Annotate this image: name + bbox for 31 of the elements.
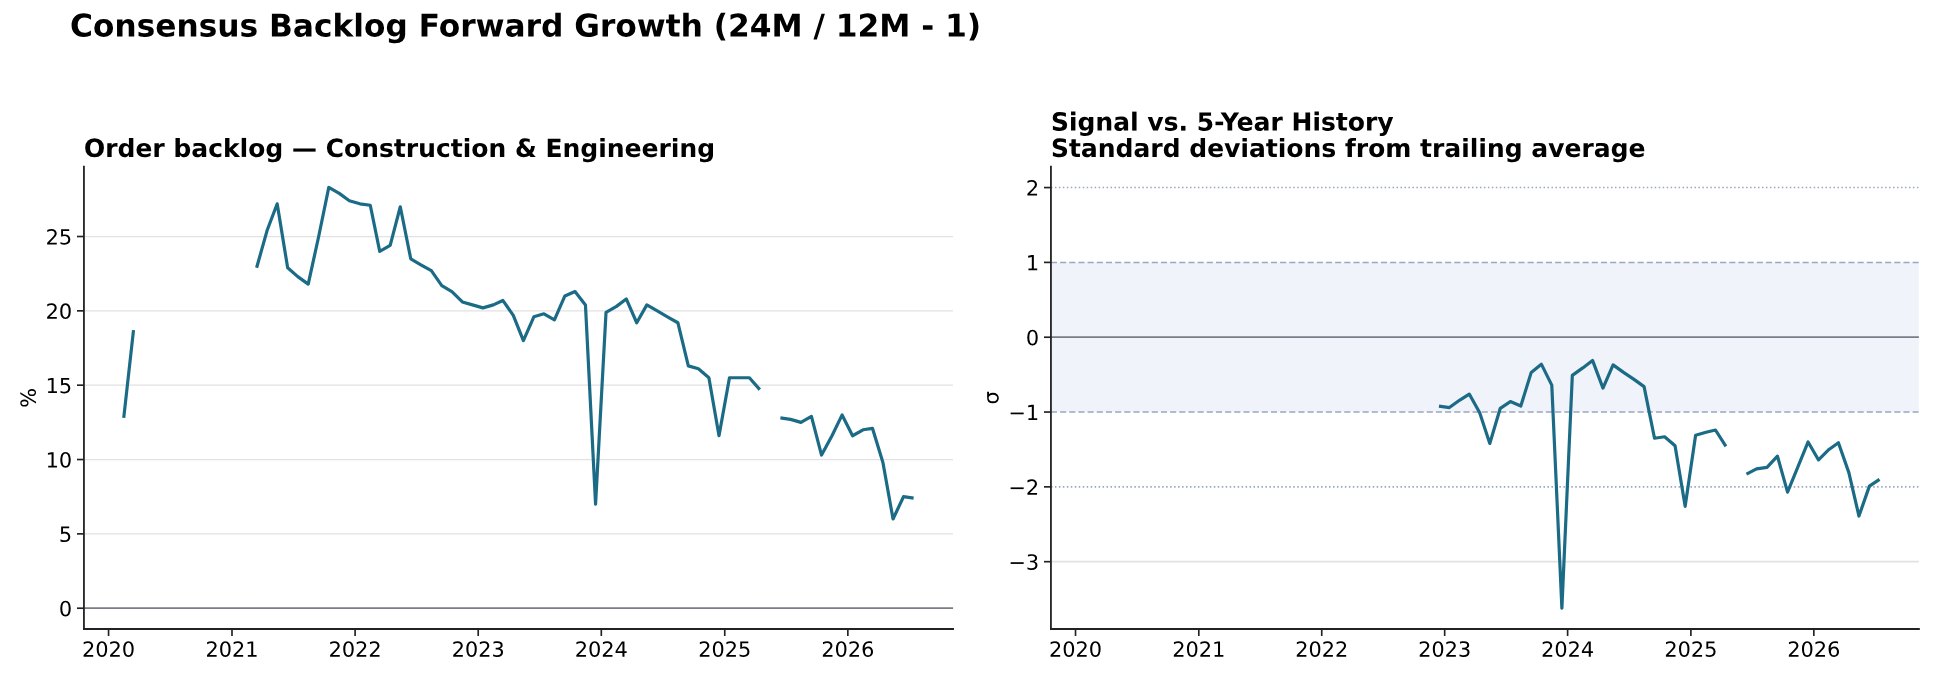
chart-title: Consensus Backlog Forward Growth (24M / 12M - 1)	[71, 12, 979, 44]
x-tick-label: 2024	[1542, 641, 1593, 657]
y-tick-label: 0	[1027, 329, 1038, 346]
y-axis-title: σ	[987, 391, 999, 404]
y-tick-label: 20	[47, 303, 71, 320]
chart-title: Signal vs. 5-Year History Standard deviations from trailing average	[1052, 111, 1645, 163]
chart-subtitle: Order backlog — Construction & Engineering	[85, 137, 713, 163]
y-tick-label: 0	[60, 600, 71, 617]
y-tick-label: −2	[1010, 479, 1038, 495]
y-tick-label: 1	[1028, 255, 1038, 271]
x-tick-label: 2022	[1296, 641, 1347, 657]
y-axis-title: %	[20, 389, 37, 407]
x-tick-label: 2021	[207, 641, 257, 657]
x-tick-label: 2023	[453, 641, 504, 657]
x-tick-label: 2022	[330, 641, 380, 657]
x-tick-label: 2024	[576, 641, 627, 657]
y-tick-label: −3	[1010, 554, 1038, 570]
y-tick-label: 5	[60, 526, 71, 543]
x-tick-label: 2023	[1419, 641, 1470, 657]
x-tick-label: 2021	[1173, 641, 1224, 657]
y-tick-label: 2	[1027, 180, 1038, 196]
x-tick-label: 2020	[83, 641, 134, 657]
y-tick-label: −1	[1010, 404, 1038, 420]
x-tick-label: 2020	[1050, 641, 1101, 657]
x-tick-label: 2026	[822, 641, 874, 657]
y-tick-label: 15	[47, 377, 71, 394]
x-tick-label: 2025	[699, 641, 750, 657]
x-tick-label: 2025	[1665, 641, 1716, 657]
y-tick-label: 10	[47, 451, 71, 468]
x-tick-label: 2026	[1788, 641, 1840, 657]
y-tick-label: 25	[47, 228, 71, 245]
